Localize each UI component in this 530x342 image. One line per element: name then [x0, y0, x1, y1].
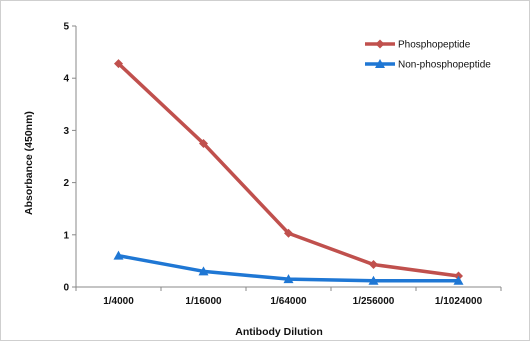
- data-point: [199, 138, 208, 148]
- legend-swatch-marker: [375, 39, 385, 49]
- legend-entry: Phosphopeptide: [365, 39, 471, 51]
- data-point: [369, 260, 378, 270]
- series-phosphopeptide: [114, 59, 463, 281]
- y-tick-label: 2: [63, 178, 69, 189]
- legend: Phosphopeptide Non-phosphopeptide: [365, 39, 491, 71]
- data-point: [453, 275, 464, 285]
- legend-label: Phosphopeptide: [398, 40, 471, 51]
- y-axis: 0 1 2 3 4 5: [63, 22, 77, 294]
- y-tick-label: 5: [63, 22, 69, 33]
- x-tick-label: 1/256000: [353, 296, 395, 307]
- y-axis-title: Absorbance (450nm): [23, 111, 35, 215]
- y-tick-label: 4: [63, 74, 69, 85]
- legend-label: Non-phosphopeptide: [398, 60, 491, 71]
- data-point: [284, 228, 293, 238]
- x-tick-label: 1/1024000: [435, 296, 483, 307]
- legend-swatch-marker: [375, 59, 385, 68]
- data-point: [198, 266, 209, 276]
- legend-entry: Non-phosphopeptide: [365, 59, 491, 71]
- series-line: [117, 62, 459, 278]
- data-point: [114, 59, 123, 69]
- x-tick-label: 1/4000: [103, 296, 134, 307]
- x-tick-label: 1/16000: [185, 296, 222, 307]
- y-tick-label: 3: [63, 126, 69, 137]
- x-axis-title: Antibody Dilution: [235, 326, 322, 338]
- y-tick-label: 1: [63, 230, 69, 241]
- data-point: [283, 274, 294, 284]
- data-point: [368, 275, 379, 285]
- y-tick-label: 0: [63, 283, 69, 294]
- series-layer: [113, 59, 464, 285]
- data-point: [113, 250, 124, 260]
- x-tick-label: 1/64000: [270, 296, 307, 307]
- series-non-phosphopeptide: [113, 250, 464, 285]
- x-axis: 1/4000 1/16000 1/64000 1/256000 1/1024000: [75, 286, 502, 307]
